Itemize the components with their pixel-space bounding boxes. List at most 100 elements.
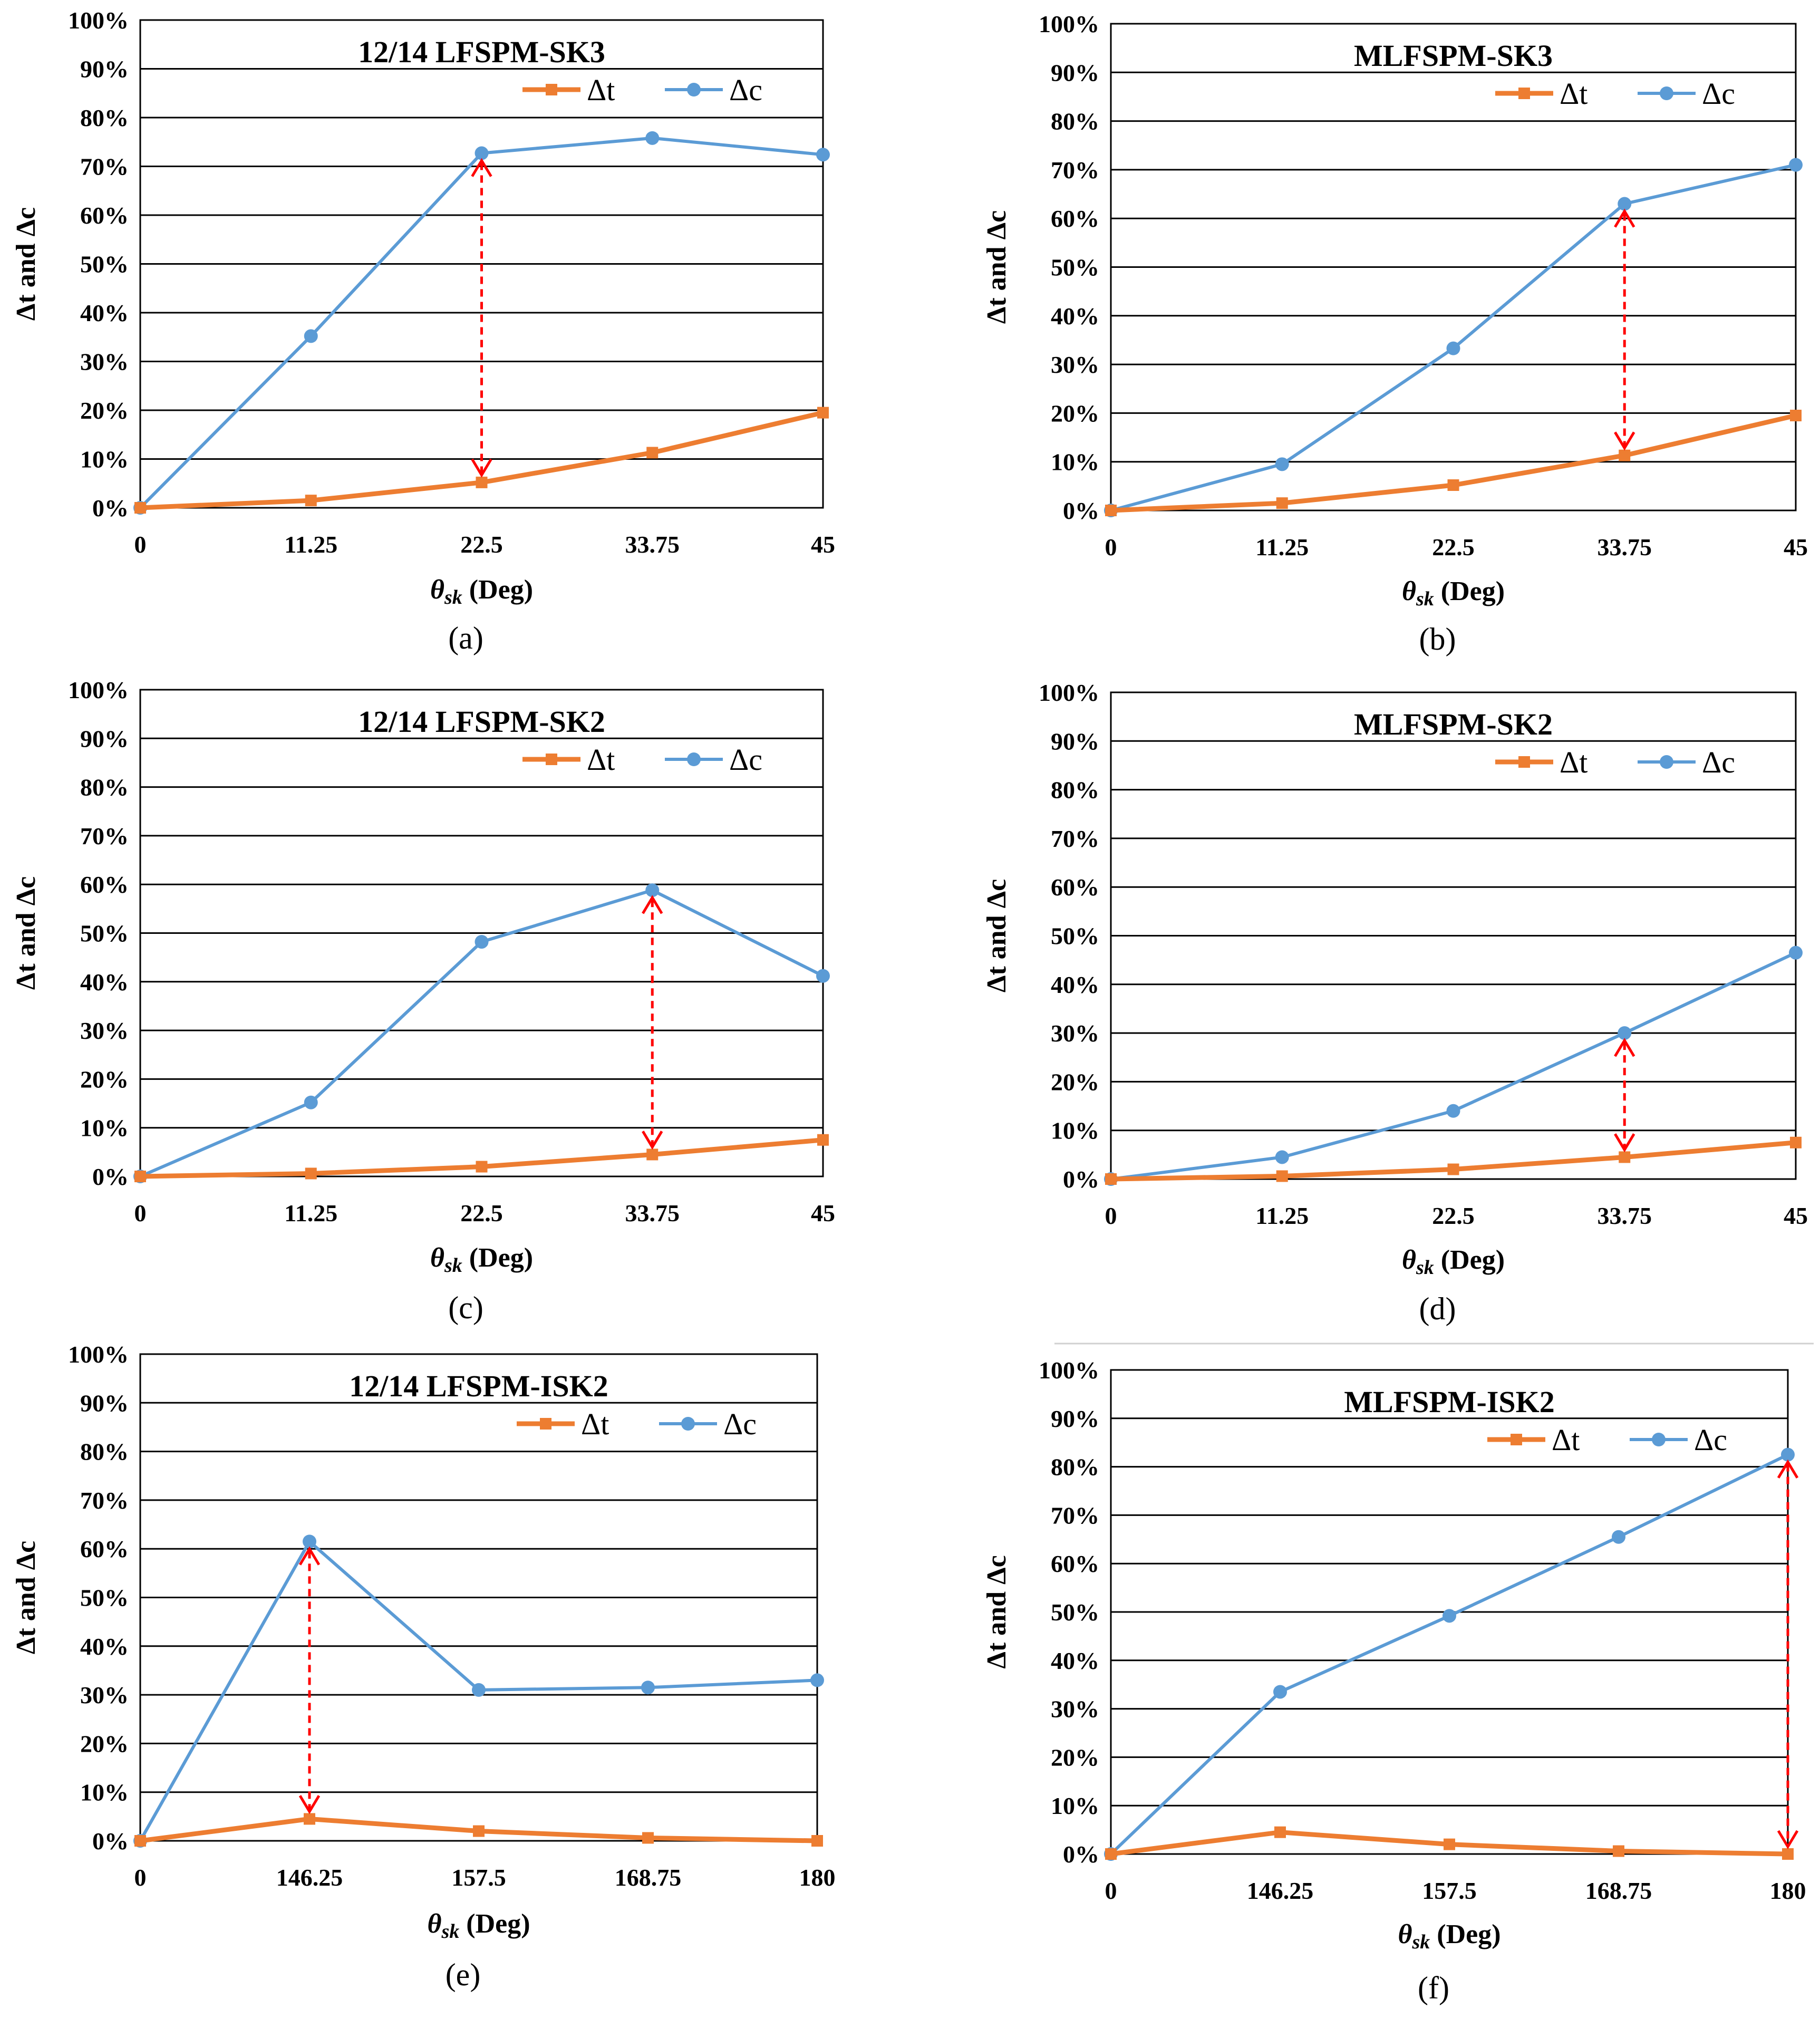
chart-title: 12/14 LFSPM-SK3 — [358, 35, 605, 69]
y-tick-label: 20% — [1051, 400, 1099, 427]
y-axis-label: Δt and Δc — [982, 210, 1012, 324]
difference-arrow — [1614, 1038, 1635, 1153]
chart-panel-6: 0% 10% 20% 30% 40% 50% 60% 70% 80% 90% 100% 0 146.25… — [982, 1357, 1806, 2005]
y-tick-label: 0% — [92, 495, 129, 522]
x-tick-label: 45 — [1784, 534, 1808, 561]
y-tick-label: 100% — [68, 1341, 129, 1368]
legend-label-dc: Δc — [1694, 1423, 1727, 1457]
x-axis-label: θsk (Deg) — [427, 1909, 530, 1943]
y-tick-label: 20% — [80, 397, 129, 424]
data-point-dt — [1613, 1845, 1624, 1857]
difference-arrow — [1777, 1459, 1799, 1849]
plot-border — [139, 19, 824, 509]
y-tick-label: 100% — [68, 677, 129, 703]
x-tick-label: 22.5 — [1432, 1202, 1475, 1229]
data-point-dt — [1276, 497, 1288, 509]
y-axis-label: Δt and Δc — [11, 1541, 41, 1654]
y-tick-label: 50% — [80, 1585, 129, 1611]
x-tick-label: 33.75 — [625, 1200, 680, 1227]
data-point-dt — [305, 495, 317, 507]
x-tick-label: 0 — [134, 531, 147, 558]
legend-label-dt: Δt — [1552, 1423, 1580, 1457]
data-point-dt — [1444, 1838, 1455, 1850]
y-axis-label: Δt and Δc — [11, 207, 41, 321]
legend-label-dc: Δc — [723, 1407, 757, 1441]
data-point-dc — [641, 1681, 655, 1695]
y-tick-label: 30% — [1051, 1020, 1099, 1047]
x-tick-label: 168.75 — [1585, 1877, 1652, 1904]
y-axis-label: Δt and Δc — [982, 879, 1012, 992]
y-tick-label: 70% — [80, 1487, 129, 1514]
panel-caption: (d) — [1419, 1291, 1456, 1326]
data-point-dt — [473, 1825, 485, 1837]
data-point-dc — [1781, 1447, 1795, 1462]
data-point-dt — [304, 1813, 315, 1825]
x-tick-label: 11.25 — [1255, 534, 1309, 561]
y-tick-label: 10% — [80, 446, 129, 473]
data-point-dt — [1782, 1848, 1794, 1860]
legend-marker-dc — [681, 1417, 695, 1431]
x-tick-label: 45 — [811, 531, 835, 558]
data-point-dt — [1274, 1826, 1286, 1838]
data-point-dt — [811, 1835, 823, 1847]
x-tick-label: 0 — [1105, 1202, 1117, 1229]
x-tick-label: 0 — [1105, 1877, 1117, 1904]
legend-label-dt: Δt — [587, 742, 615, 777]
y-tick-label: 0% — [1063, 1166, 1099, 1193]
y-tick-label: 80% — [1051, 1454, 1099, 1481]
x-axis-label: θsk (Deg) — [1398, 1919, 1500, 1953]
y-tick-label: 70% — [80, 823, 129, 849]
y-tick-label: 50% — [80, 251, 129, 278]
data-point-dc — [1275, 1150, 1289, 1164]
y-tick-label: 60% — [1051, 205, 1099, 232]
y-tick-label: 100% — [1039, 1357, 1099, 1384]
difference-arrow — [642, 895, 663, 1150]
y-tick-label: 30% — [80, 349, 129, 375]
panel-caption: (f) — [1418, 1971, 1449, 2005]
data-point-dc — [1618, 197, 1632, 211]
x-tick-label: 11.25 — [284, 1200, 337, 1227]
y-axis-label: Δt and Δc — [11, 876, 41, 990]
y-tick-label: 90% — [1051, 1405, 1099, 1432]
y-tick-label: 90% — [1051, 728, 1099, 755]
chart-title: MLFSPM-SK3 — [1354, 38, 1553, 73]
y-tick-label: 30% — [1051, 351, 1099, 378]
y-tick-label: 100% — [68, 7, 129, 34]
y-tick-label: 80% — [80, 1438, 129, 1465]
y-tick-label: 90% — [1051, 59, 1099, 86]
y-tick-label: 20% — [1051, 1068, 1099, 1095]
y-tick-label: 70% — [80, 153, 129, 180]
x-tick-label: 11.25 — [284, 531, 337, 558]
y-tick-label: 90% — [80, 56, 129, 83]
y-tick-label: 60% — [80, 202, 129, 229]
panel-caption: (b) — [1419, 622, 1456, 656]
y-tick-label: 70% — [1051, 1502, 1099, 1529]
legend-marker-dt — [540, 1418, 551, 1430]
x-tick-label: 45 — [811, 1200, 835, 1227]
data-point-dt — [476, 1161, 488, 1173]
x-tick-label: 0 — [134, 1864, 147, 1891]
data-point-dc — [303, 1534, 316, 1549]
chart-panel-4: 0% 10% 20% 30% 40% 50% 60% 70% 80% 90% 100% 0 11.25 2… — [982, 679, 1808, 1326]
x-tick-label: 157.5 — [451, 1864, 506, 1891]
difference-arrow — [1614, 208, 1635, 451]
y-tick-label: 0% — [92, 1828, 129, 1855]
y-tick-label: 30% — [1051, 1696, 1099, 1723]
data-point-dt — [1619, 449, 1631, 461]
chart-panel-2: 0% 10% 20% 30% 40% 50% 60% 70% 80% 90% 100% 0 11.25 2… — [982, 11, 1808, 656]
data-point-dc — [1789, 945, 1803, 960]
x-axis-label: θsk (Deg) — [1402, 576, 1505, 610]
y-tick-label: 50% — [80, 920, 129, 947]
y-tick-label: 10% — [1051, 1792, 1099, 1819]
x-tick-label: 11.25 — [1255, 1202, 1309, 1229]
y-tick-label: 50% — [1051, 1599, 1099, 1626]
legend-marker-dt — [1511, 1434, 1522, 1445]
y-tick-label: 0% — [1063, 497, 1099, 524]
y-tick-label: 10% — [80, 1779, 129, 1806]
data-point-dt — [1447, 1163, 1459, 1175]
x-tick-label: 33.75 — [1598, 1202, 1652, 1229]
y-tick-label: 80% — [1051, 777, 1099, 804]
legend-label-dt: Δt — [1560, 76, 1587, 111]
data-point-dt — [646, 1148, 659, 1161]
